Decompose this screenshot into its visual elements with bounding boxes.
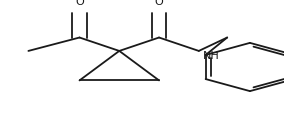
Text: O: O [155,0,163,7]
Text: O: O [75,0,84,7]
Text: NH: NH [203,51,220,61]
